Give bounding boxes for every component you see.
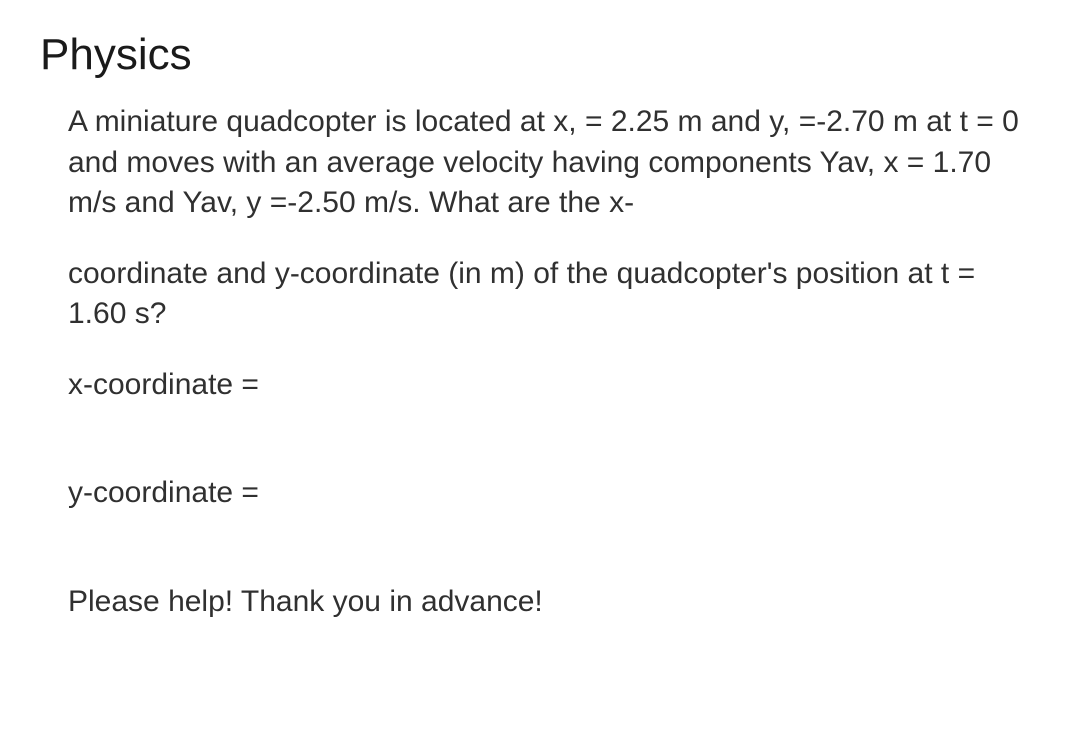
y-coordinate-label: y-coordinate =: [68, 473, 1040, 514]
x-coordinate-label: x-coordinate =: [68, 365, 1040, 406]
subject-title: Physics: [40, 30, 1040, 80]
question-body: A miniature quadcopter is located at x, …: [40, 102, 1040, 622]
problem-statement-part1: A miniature quadcopter is located at x, …: [68, 102, 1040, 224]
problem-statement-part2: coordinate and y-coordinate (in m) of th…: [68, 254, 1040, 335]
closing-remark: Please help! Thank you in advance!: [68, 582, 1040, 623]
question-page: Physics A miniature quadcopter is locate…: [0, 0, 1080, 642]
